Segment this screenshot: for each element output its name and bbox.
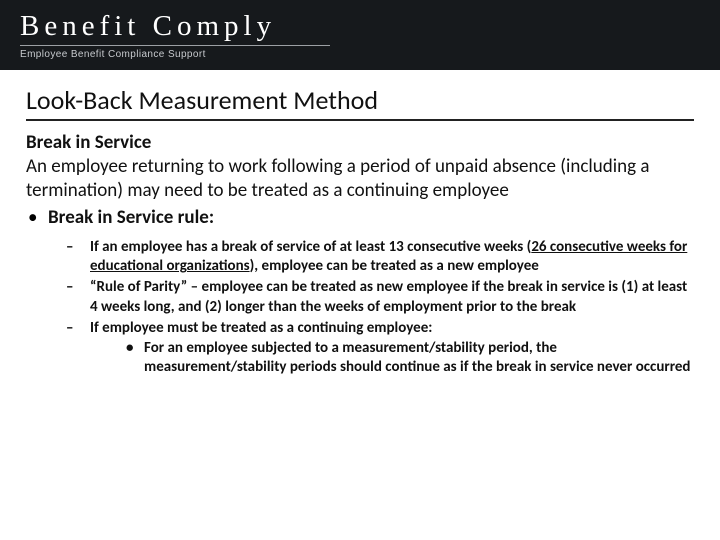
dash-list: – If an employee has a break of service … — [26, 238, 694, 377]
intro-paragraph: An employee returning to work following … — [26, 155, 694, 203]
dash-item: – “Rule of Parity” – employee can be tre… — [66, 278, 694, 316]
bullet-label: Break in Service rule: — [48, 206, 214, 230]
section-heading: Break in Service — [26, 131, 694, 155]
dash-text: If an employee has a break of service of… — [90, 238, 694, 276]
bullet-item: • Break in Service rule: — [26, 206, 694, 230]
dash-item: – If an employee has a break of service … — [66, 238, 694, 276]
dash-text: If employee must be treated as a continu… — [90, 319, 694, 378]
dash-item: – If employee must be treated as a conti… — [66, 319, 694, 378]
brand-subtitle: Employee Benefit Compliance Support — [20, 49, 700, 60]
dash-text-main: If employee must be treated as a continu… — [90, 319, 432, 337]
brand-title: Benefit Comply — [20, 10, 700, 43]
dash-text-pre: If an employee has a break of service of… — [90, 238, 531, 256]
sub-bullet-list: • For an employee subjected to a measure… — [90, 339, 694, 377]
dash-marker: – — [66, 278, 90, 297]
slide-content: Look-Back Measurement Method Break in Se… — [0, 70, 720, 389]
dash-text: “Rule of Parity” – employee can be treat… — [90, 278, 694, 316]
dash-marker: – — [66, 319, 90, 338]
page-title: Look-Back Measurement Method — [26, 84, 694, 121]
sub-bullet-item: • For an employee subjected to a measure… — [126, 339, 694, 377]
brand-divider — [20, 45, 330, 46]
header-bar: Benefit Comply Employee Benefit Complian… — [0, 0, 720, 70]
dash-text-post: ), employee can be treated as a new empl… — [250, 257, 539, 275]
bullet-marker: • — [26, 206, 48, 230]
sub-bullet-text: For an employee subjected to a measureme… — [144, 339, 694, 377]
dash-marker: – — [66, 238, 90, 257]
sub-bullet-marker: • — [126, 339, 144, 358]
